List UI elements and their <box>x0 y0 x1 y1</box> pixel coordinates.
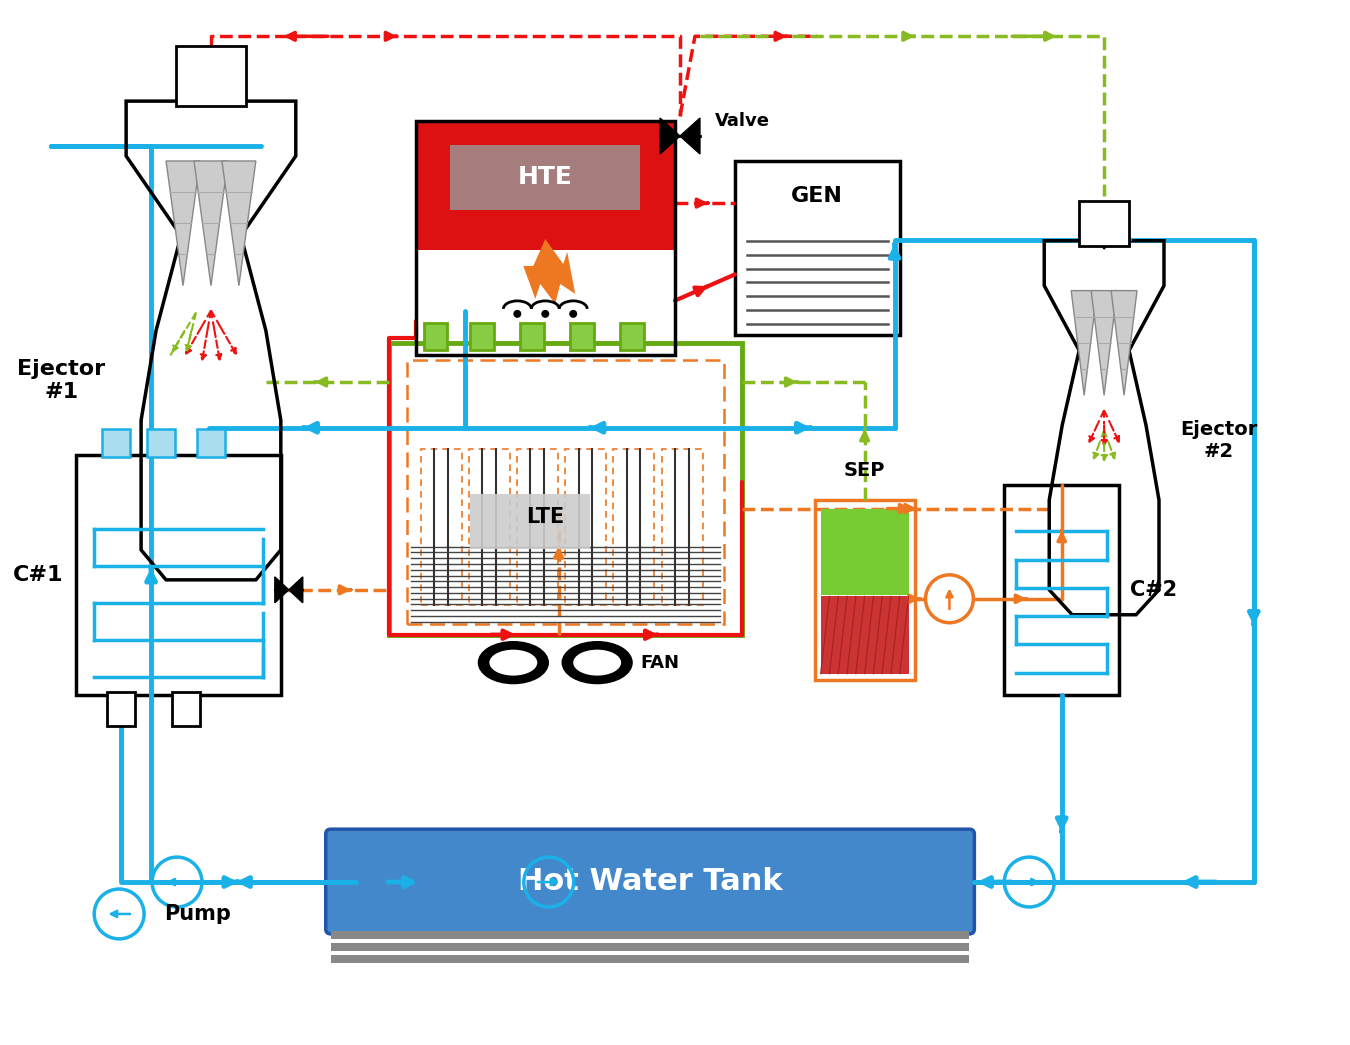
Polygon shape <box>194 161 228 285</box>
Text: C#1: C#1 <box>14 565 63 585</box>
Text: Ejector
#2: Ejector #2 <box>1180 420 1258 461</box>
Polygon shape <box>289 577 302 603</box>
Bar <box>197 429 225 457</box>
Bar <box>814 501 914 679</box>
Bar <box>389 344 742 634</box>
Text: GEN: GEN <box>791 186 844 206</box>
Bar <box>103 429 130 457</box>
Ellipse shape <box>562 642 632 683</box>
Bar <box>470 323 494 350</box>
Circle shape <box>570 310 578 318</box>
Bar <box>451 144 640 210</box>
Polygon shape <box>1091 291 1116 395</box>
Text: Ejector
#1: Ejector #1 <box>18 358 105 402</box>
Bar <box>1004 485 1119 695</box>
Text: FAN: FAN <box>640 653 679 672</box>
Polygon shape <box>524 239 575 304</box>
Text: LTE: LTE <box>526 507 564 527</box>
Ellipse shape <box>574 650 621 675</box>
Ellipse shape <box>478 642 548 683</box>
Bar <box>662 448 703 605</box>
Bar <box>424 323 447 350</box>
Bar <box>147 429 176 457</box>
Bar <box>1079 201 1129 246</box>
Bar <box>176 46 246 107</box>
FancyBboxPatch shape <box>325 829 975 934</box>
Bar <box>406 361 724 624</box>
Bar <box>331 955 969 962</box>
Polygon shape <box>166 161 200 285</box>
Bar <box>416 121 675 250</box>
Polygon shape <box>680 118 699 154</box>
Bar <box>468 448 510 605</box>
Text: C#2: C#2 <box>1130 580 1177 600</box>
Bar <box>734 161 899 335</box>
Bar <box>613 448 655 605</box>
Polygon shape <box>1111 291 1137 395</box>
Circle shape <box>541 310 549 318</box>
Bar <box>107 692 135 726</box>
Text: SEP: SEP <box>844 461 886 480</box>
Bar <box>416 250 675 355</box>
Circle shape <box>513 310 521 318</box>
Bar <box>470 494 590 549</box>
Bar <box>566 448 606 605</box>
Text: Pump: Pump <box>165 904 231 924</box>
Bar <box>620 323 644 350</box>
Text: HTE: HTE <box>518 165 572 189</box>
Bar <box>520 323 544 350</box>
Polygon shape <box>660 118 680 154</box>
Polygon shape <box>1071 291 1098 395</box>
Bar <box>171 692 200 726</box>
Bar <box>570 323 594 350</box>
Polygon shape <box>221 161 256 285</box>
Text: Valve: Valve <box>716 112 769 130</box>
Bar <box>821 509 909 596</box>
Bar <box>76 456 281 695</box>
Polygon shape <box>275 577 289 603</box>
Bar <box>416 121 675 355</box>
Bar <box>331 931 969 938</box>
Text: Hot Water Tank: Hot Water Tank <box>518 867 783 896</box>
Bar <box>821 597 909 674</box>
Ellipse shape <box>490 650 537 675</box>
Bar <box>517 448 558 605</box>
Bar <box>331 943 969 951</box>
Bar <box>420 448 462 605</box>
